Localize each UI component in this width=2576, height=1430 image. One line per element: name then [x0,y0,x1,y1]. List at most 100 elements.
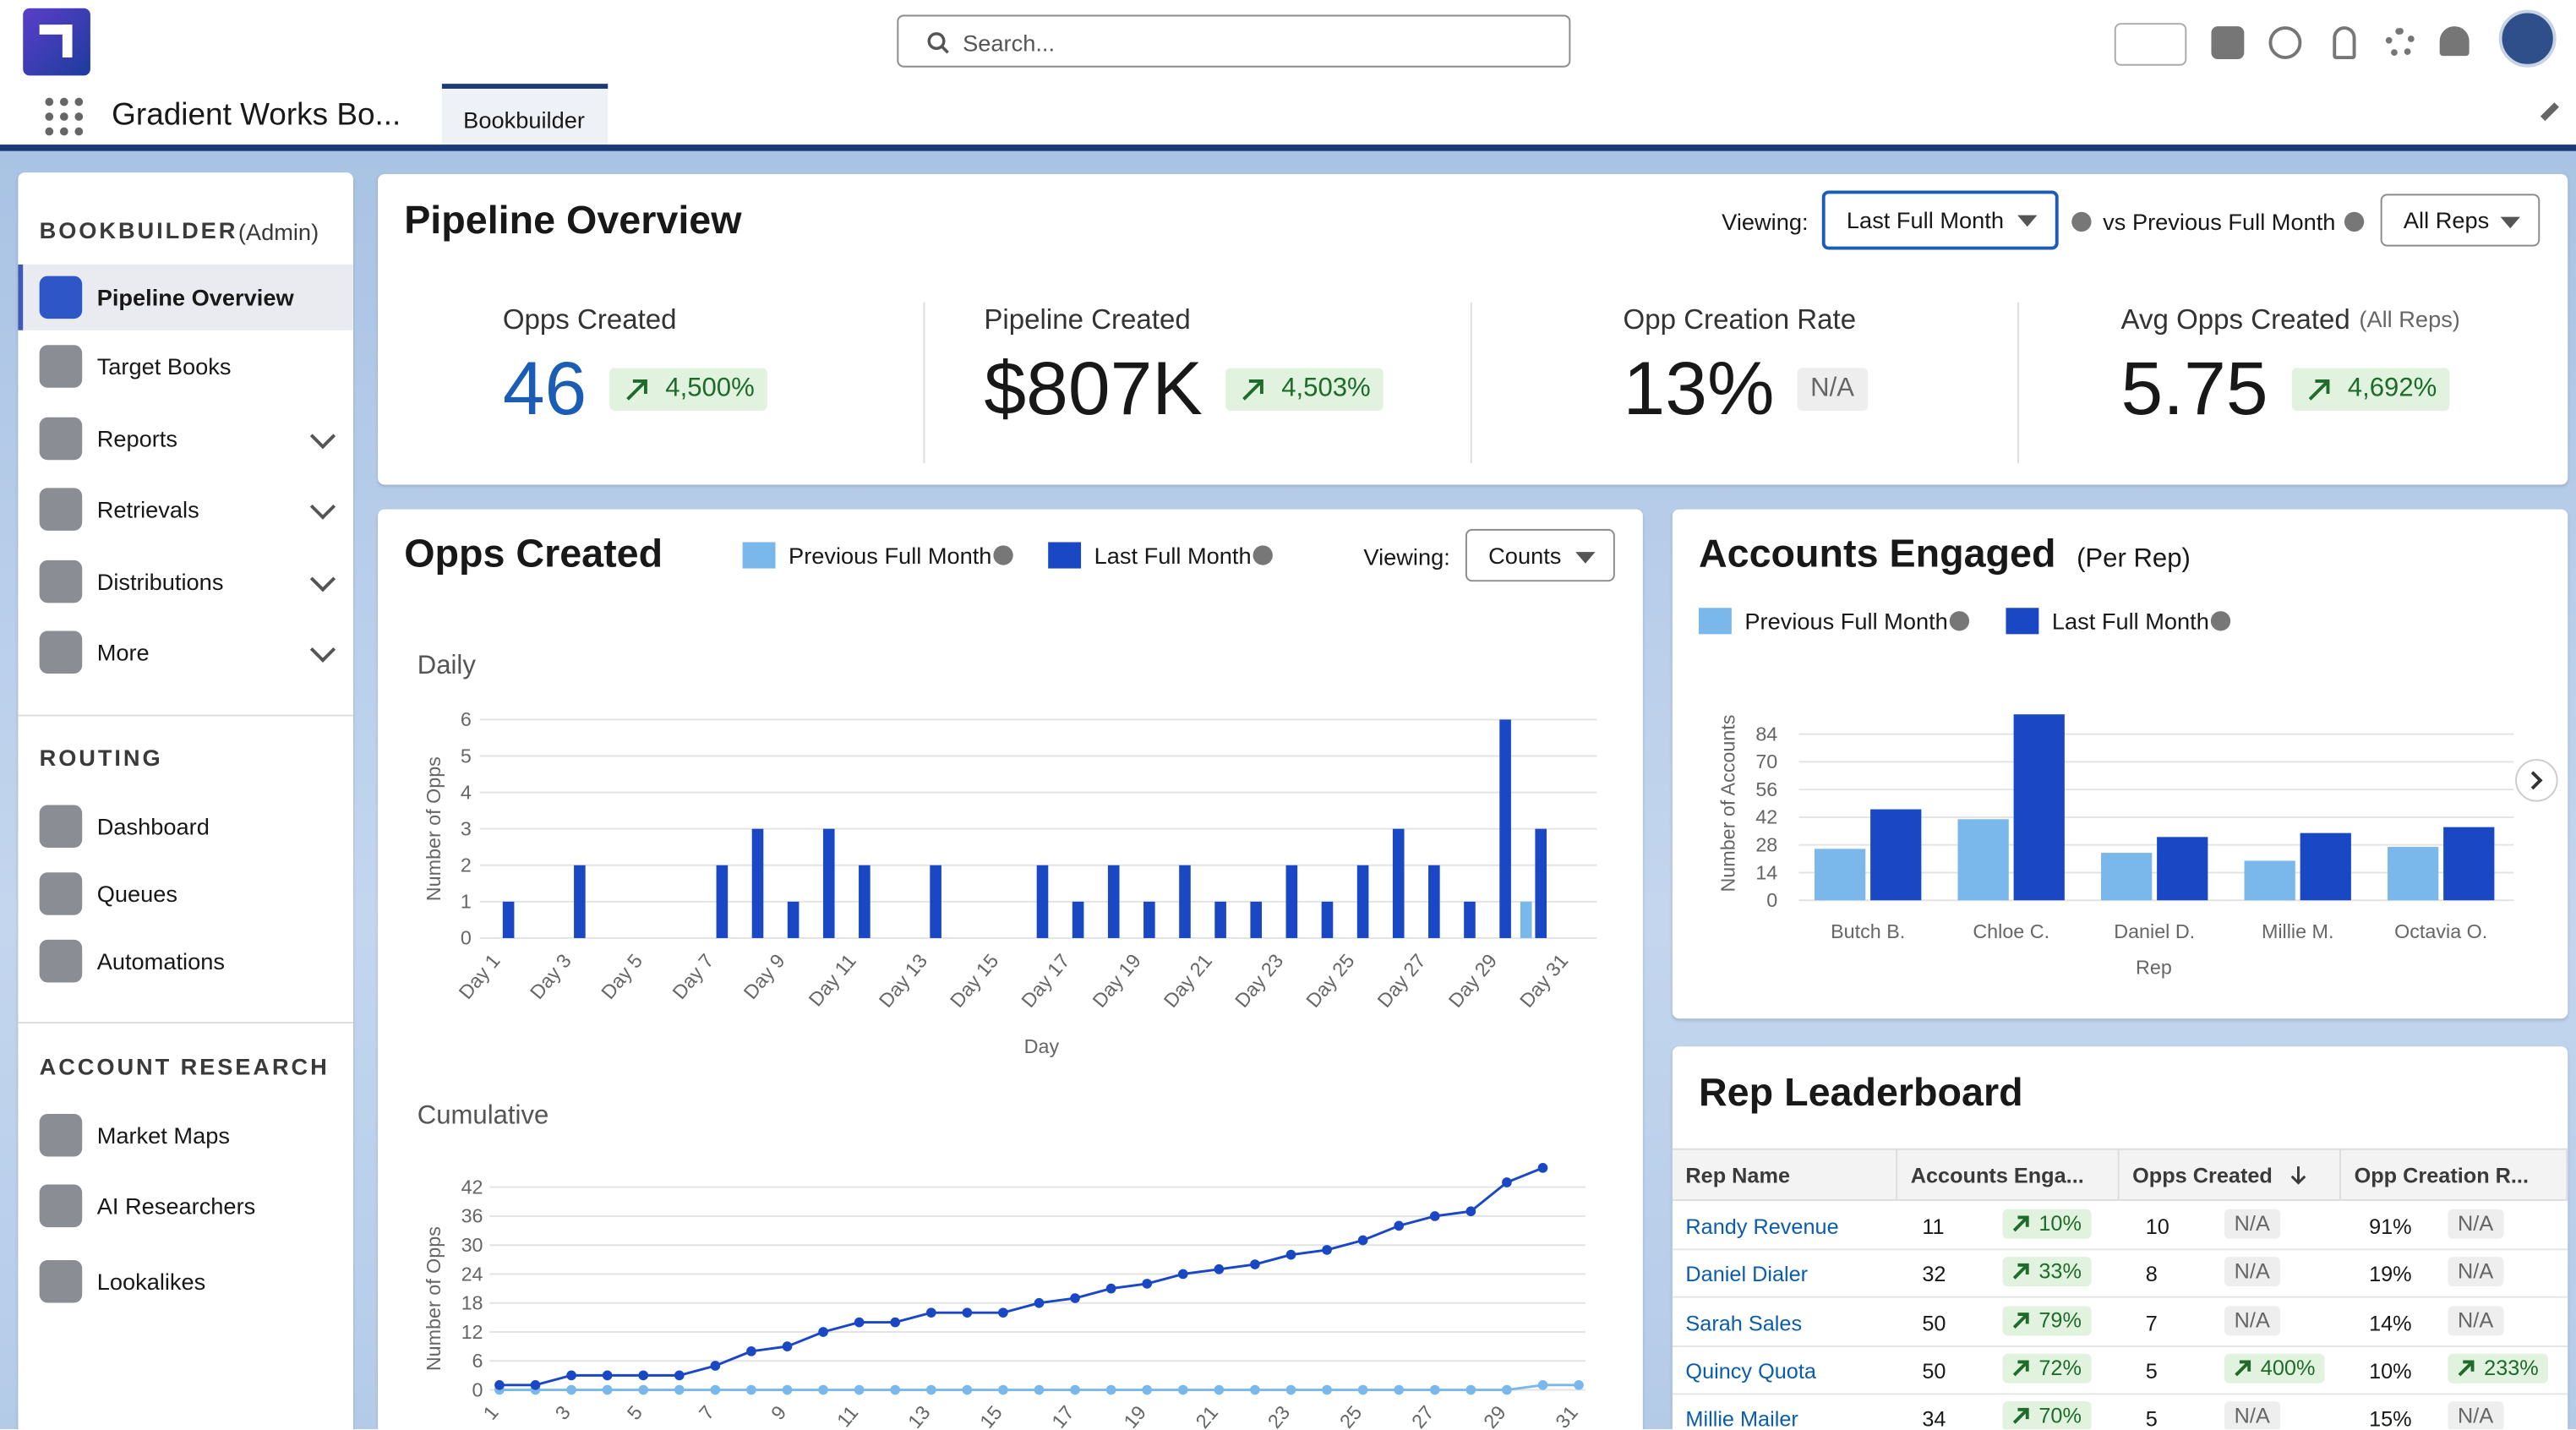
notifications-button[interactable] [2439,26,2470,57]
nav-label: Target Books [96,352,232,380]
change-chip: 4,503% [1225,368,1384,411]
kpi-value: $807K [984,345,1203,431]
up-arrow-icon [2012,1264,2029,1280]
change-chip: 33% [2002,1257,2092,1287]
rep-name[interactable]: Quincy Quota [1685,1358,1816,1384]
mode-value: Counts [1488,542,1562,569]
rep-value: All Reps [2403,206,2490,234]
table-row: Sarah Sales 50 79% 7 N/A 14% N/A [1672,1297,2568,1347]
period-select[interactable]: Last Full Month [1821,190,2059,250]
change-chip: N/A [2224,1305,2280,1335]
nav-item[interactable]: Queues [18,861,353,927]
logo[interactable] [23,8,90,76]
nav-label: Market Maps [96,1122,230,1149]
tab[interactable]: Bookbuilder [441,84,609,145]
change-value: N/A [2458,1307,2494,1332]
search-icon [927,32,949,54]
overview-title: Pipeline Overview [404,199,742,243]
nav-label: Pipeline Overview [96,284,294,311]
rep-name[interactable]: Sarah Sales [1685,1310,1803,1335]
info-icon[interactable] [2344,211,2365,232]
nav-item[interactable]: Target Books [18,334,353,400]
tab-label: Bookbuilder [463,106,585,134]
cell-value: 14% [2369,1310,2412,1335]
kpi-label: Opps Created [502,303,677,336]
nav-item[interactable]: Dashboard [18,794,353,860]
nav-item[interactable]: Reports [18,406,353,472]
nav-item[interactable]: AI Researchers [18,1173,353,1239]
nav-label: Reports [96,425,177,452]
nav-label: Retrievals [96,496,199,523]
card-title: Opps Created [404,532,663,577]
column-header[interactable]: Accounts Enga... [1897,1149,2120,1200]
setup-assistant[interactable] [2268,26,2302,59]
rep-select[interactable]: All Reps [2380,194,2541,247]
change-chip: 233% [2448,1353,2549,1384]
change-chip: 4,692% [2291,368,2450,411]
change-value: 4,692% [2347,374,2437,403]
rep-name[interactable]: Daniel Dialer [1685,1262,1809,1287]
nav-label: Dashboard [96,813,210,840]
nav-item[interactable]: Lookalikes [18,1248,353,1314]
help-button[interactable] [2333,26,2356,59]
change-chip: 70% [2002,1401,2092,1430]
app-name: Gradient Works Bo... [112,98,401,134]
column-label: Opp Creation R... [2354,1163,2529,1188]
carousel-next[interactable] [2515,759,2558,802]
change-chip: N/A [2448,1401,2503,1430]
nav-item[interactable]: Automations [18,928,353,994]
column-label: Accounts Enga... [1910,1163,2084,1188]
change-chip: N/A [2448,1257,2503,1287]
cell-value: 32 [1922,1262,1946,1287]
kpi-value: 13% [1623,345,1775,431]
app-launcher[interactable] [44,97,84,137]
up-arrow-icon [2012,1215,2029,1232]
up-arrow-icon [2012,1408,2029,1425]
change-chip: N/A [2224,1257,2280,1287]
kpi-suffix: (All Reps) [2359,305,2460,332]
chart-title: Daily [417,652,476,680]
info-icon[interactable] [2071,211,2092,232]
table-header: Rep Name Accounts Enga... Opps Created Opp … [1672,1148,2568,1201]
column-label: Opps Created [2132,1163,2273,1188]
change-value: N/A [2458,1403,2494,1428]
nav-item[interactable]: Retrievals [18,477,353,543]
section-title: ACCOUNT RESEARCH [39,1053,330,1080]
new-button[interactable] [2211,26,2245,59]
table-row: Millie Mailer 34 70% 5 N/A 15% N/A [1673,1394,2568,1430]
column-header[interactable]: Opps Created [2120,1149,2342,1200]
comparison-label: vs Previous Full Month [2103,208,2336,235]
accounts-card: Accounts Engaged (Per Rep) [1672,509,2568,1019]
settings-button[interactable] [2385,28,2415,58]
card-title: Rep Leaderboard [1698,1071,2023,1116]
column-header[interactable]: Opp Creation R... [2341,1149,2568,1200]
column-header[interactable]: Rep Name [1673,1149,1898,1200]
avatar[interactable] [2498,9,2557,68]
nav-label: Distributions [96,568,224,595]
favorites-button[interactable] [2114,23,2187,66]
nav-item[interactable]: Distributions [18,549,353,614]
up-arrow-icon [2458,1360,2475,1377]
cell-value: 5 [2145,1358,2158,1384]
nav-border [0,145,2576,151]
mode-select[interactable]: Counts [1465,528,1615,582]
change-value: N/A [2234,1258,2270,1284]
nav-label: More [96,639,150,666]
section-title: BOOKBUILDER [39,216,238,243]
sort-icon [2290,1166,2306,1185]
change-chip: 72% [2002,1353,2092,1384]
search-placeholder: Search... [963,29,1056,57]
edit-nav[interactable] [2540,102,2559,122]
kpi-value: 46 [502,345,587,431]
section-title: ROUTING [39,744,163,771]
up-arrow-icon [2012,1312,2029,1329]
search-box[interactable]: Search... [897,14,1571,68]
nav-item[interactable]: Market Maps [18,1102,353,1168]
rep-name[interactable]: Millie Mailer [1685,1406,1798,1430]
overview-card: Pipeline Overview Viewing: Last Full Mon… [378,174,2568,485]
nav-item[interactable]: Pipeline Overview [18,264,353,330]
nav-item[interactable]: More [18,619,353,685]
rep-name[interactable]: Randy Revenue [1685,1214,1839,1239]
cell-value: 5 [2145,1406,2158,1430]
